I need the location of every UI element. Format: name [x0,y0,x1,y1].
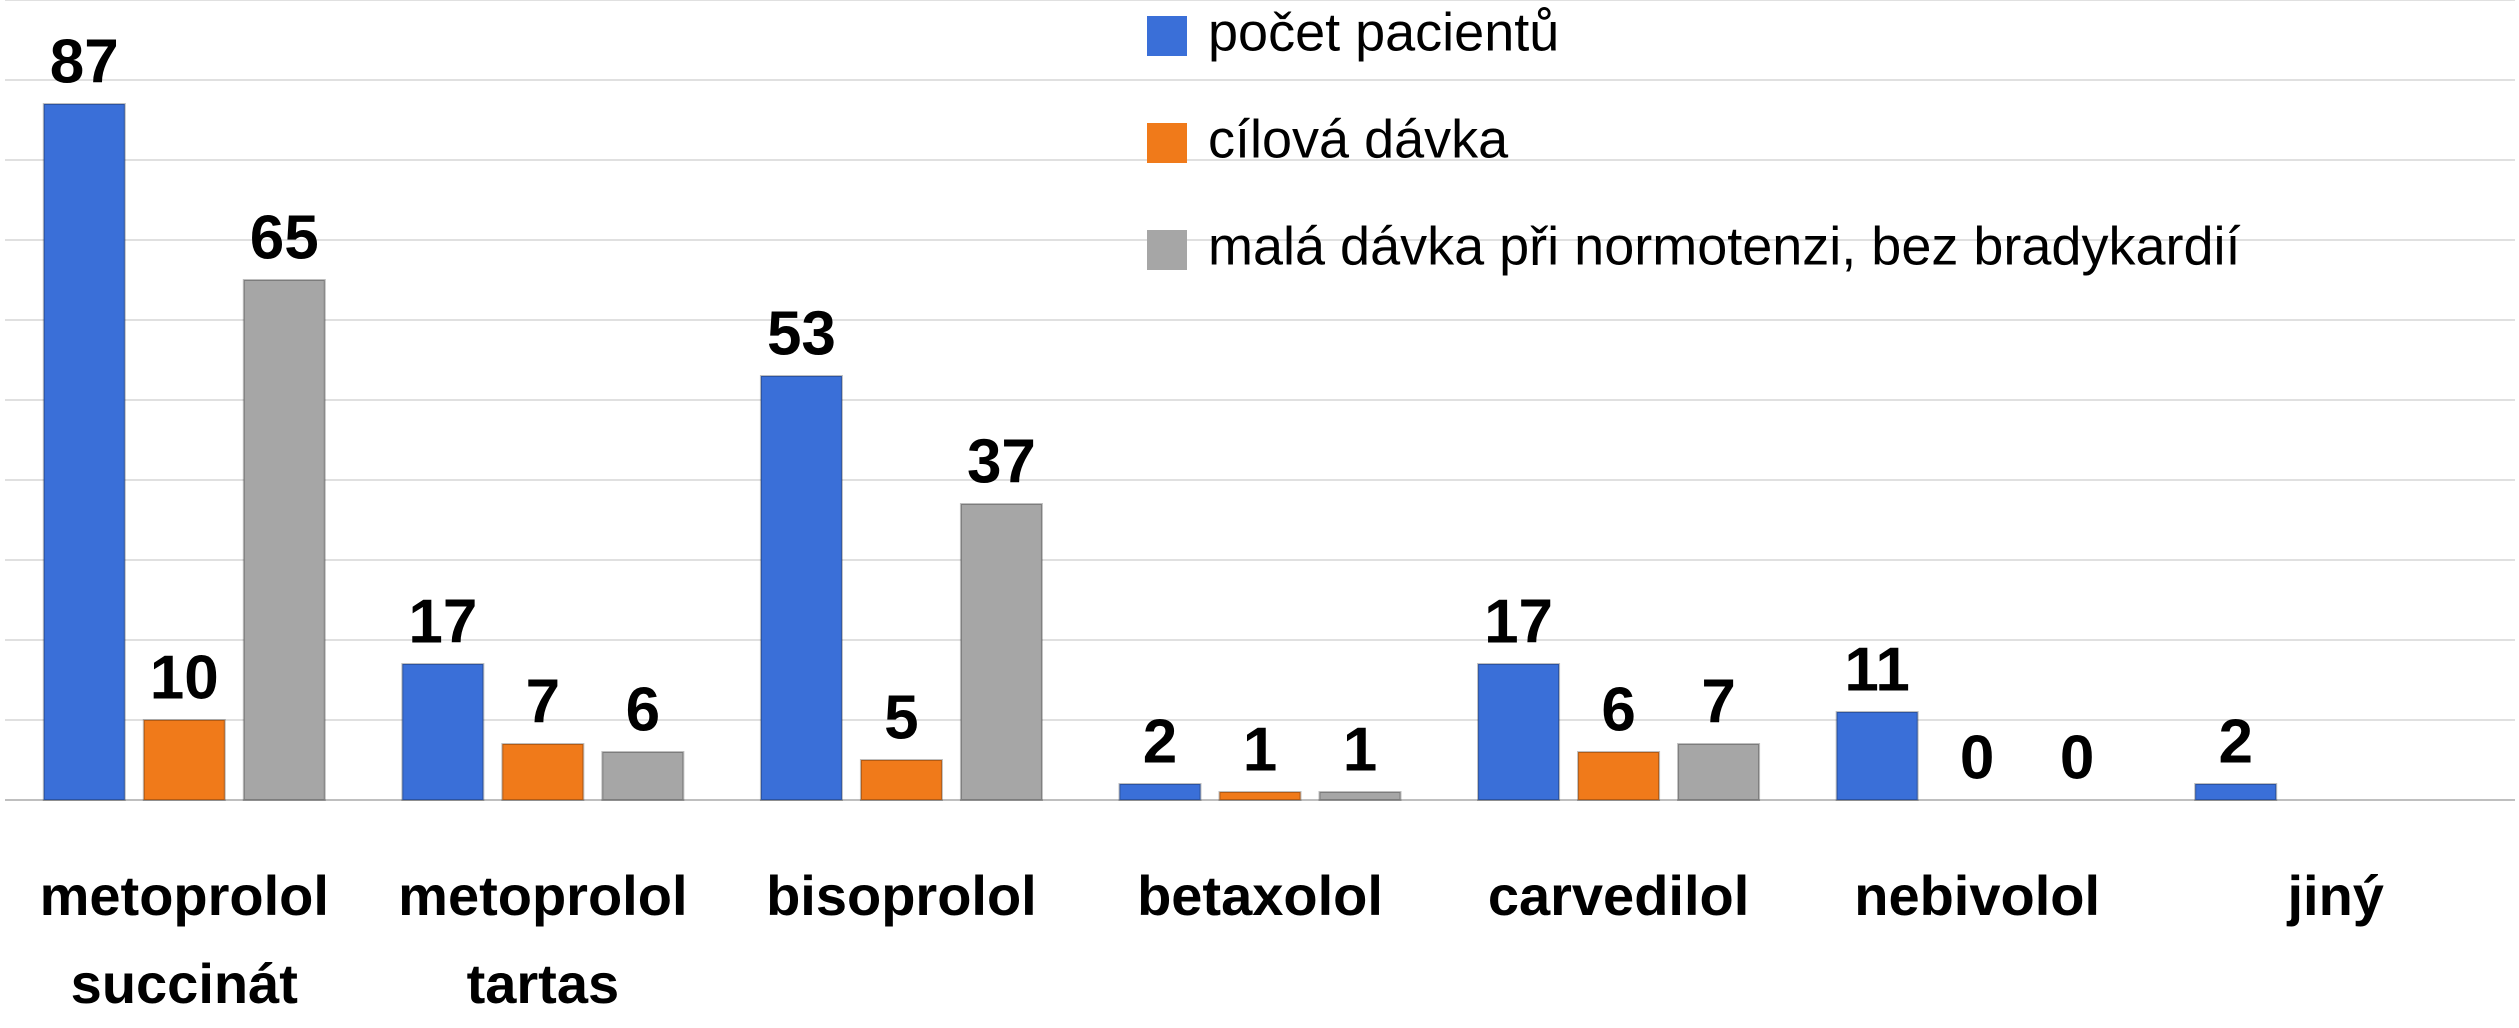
bar [401,663,485,801]
legend-swatch [1147,123,1187,163]
value-label: 17 [408,587,477,656]
value-label: 6 [626,675,660,744]
bar [242,279,326,801]
value-label: 7 [1701,667,1735,736]
value-label: 17 [1484,587,1553,656]
bar [501,743,585,801]
value-label: 1 [1343,715,1377,784]
bar [2194,783,2278,801]
value-label: 0 [1960,723,1994,792]
bar [1477,663,1561,801]
bar [1318,791,1402,801]
value-label: 5 [884,683,918,752]
bar [601,751,685,801]
bar [1677,743,1761,801]
value-label: 0 [2060,723,2094,792]
value-label: 2 [2218,707,2252,776]
value-label: 11 [1844,635,1910,704]
value-label: 65 [250,203,319,272]
bar [959,503,1043,801]
value-label: 10 [150,643,219,712]
x-tick-label: bisoprolol [766,864,1037,927]
legend-swatch [1147,16,1187,56]
bar [859,759,943,801]
value-label: 53 [767,299,836,368]
value-label: 7 [526,667,560,736]
x-tick-label: metoprolol tartas [398,864,688,1015]
x-tick-label: nebivolol [1854,864,2101,927]
value-label: 6 [1601,675,1635,744]
legend-label: počet pacientů [1208,2,1559,62]
bar [1577,751,1661,801]
bar [1218,791,1302,801]
value-label: 2 [1143,707,1177,776]
x-tick-label: betaxolol [1137,864,1383,927]
bar [142,719,226,801]
bar [1835,711,1919,801]
legend-label: malá dávka při normotenzi, bez bradykard… [1208,216,2241,276]
bar [759,375,843,801]
legend-swatch [1147,230,1187,270]
value-label: 87 [50,27,119,96]
bar [1118,783,1202,801]
x-tick-label: jiný [2287,864,2384,927]
x-tick-label: metoprolol succinát [39,864,329,1015]
x-tick-label: carvedilol [1487,864,1750,927]
value-label: 37 [967,427,1036,496]
bar [42,103,126,801]
legend-label: cílová dávka [1208,109,1509,169]
value-label: 1 [1243,715,1277,784]
